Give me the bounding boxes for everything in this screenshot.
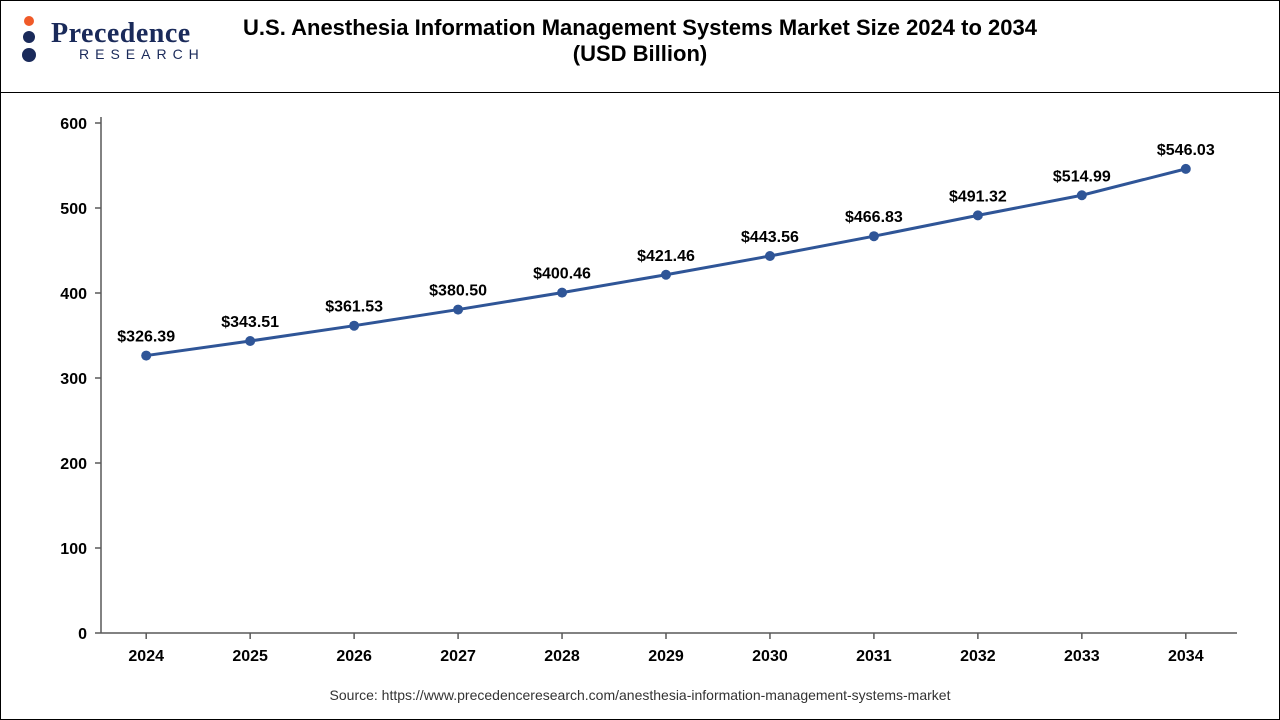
data-marker (245, 336, 255, 346)
data-marker (1181, 164, 1191, 174)
x-tick-label: 2029 (648, 648, 684, 665)
y-tick-label: 600 (60, 116, 87, 133)
data-label: $361.53 (325, 299, 383, 316)
chart-title: U.S. Anesthesia Information Management S… (1, 15, 1279, 67)
header-region: Precedence RESEARCH U.S. Anesthesia Info… (1, 1, 1279, 93)
data-marker (1077, 190, 1087, 200)
x-tick-label: 2026 (336, 648, 372, 665)
y-tick-label: 200 (60, 456, 87, 473)
x-tick-label: 2025 (232, 648, 268, 665)
chart-region: 0 100 200 300 400 500 600 2024 2025 2026 2027 2028 2… (1, 93, 1279, 719)
data-label: $343.51 (221, 314, 279, 331)
data-label: $380.50 (429, 283, 487, 300)
y-tick-label: 100 (60, 541, 87, 558)
data-marker (661, 270, 671, 280)
data-label: $491.32 (949, 188, 1007, 205)
title-line-1: U.S. Anesthesia Information Management S… (1, 15, 1279, 41)
data-marker (141, 351, 151, 361)
x-tick-label: 2033 (1064, 648, 1100, 665)
data-label: $546.03 (1157, 142, 1215, 159)
data-label: $466.83 (845, 209, 903, 226)
data-marker (557, 288, 567, 298)
x-tick-label: 2024 (128, 648, 164, 665)
y-tick-label: 300 (60, 371, 87, 388)
x-tick-label: 2031 (856, 648, 892, 665)
y-tick-label: 500 (60, 201, 87, 218)
x-tick-label: 2028 (544, 648, 580, 665)
x-tick-label: 2034 (1168, 648, 1204, 665)
chart-frame: Precedence RESEARCH U.S. Anesthesia Info… (0, 0, 1280, 720)
x-tick-label: 2032 (960, 648, 996, 665)
data-marker (973, 210, 983, 220)
line-chart: 0 100 200 300 400 500 600 2024 2025 2026 2027 2028 2… (1, 93, 1279, 683)
source-text: Source: https://www.precedenceresearch.c… (330, 687, 951, 703)
data-marker (349, 321, 359, 331)
data-label: $400.46 (533, 266, 591, 283)
data-label: $443.56 (741, 229, 799, 246)
data-label: $421.46 (637, 248, 695, 265)
data-label: $326.39 (117, 329, 175, 346)
y-tick-label: 0 (78, 626, 87, 643)
x-tick-label: 2030 (752, 648, 788, 665)
data-marker (453, 305, 463, 315)
x-tick-label: 2027 (440, 648, 476, 665)
data-marker (765, 251, 775, 261)
y-tick-label: 400 (60, 286, 87, 303)
source-citation: Source: https://www.precedenceresearch.c… (1, 687, 1279, 705)
data-marker (869, 231, 879, 241)
title-line-2: (USD Billion) (1, 41, 1279, 67)
data-label: $514.99 (1053, 168, 1111, 185)
